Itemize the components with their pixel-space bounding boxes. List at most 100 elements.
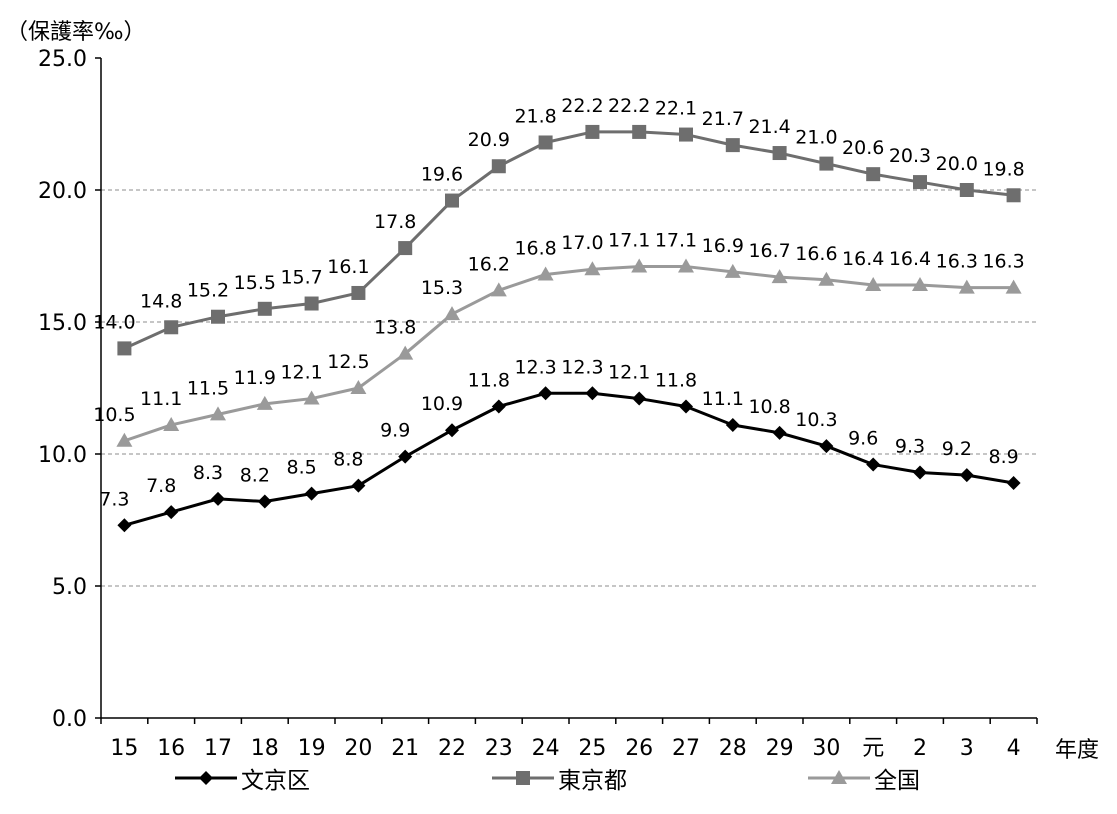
- data-point: [351, 478, 366, 493]
- data-label: 7.8: [146, 475, 176, 497]
- data-label: 8.5: [286, 457, 316, 479]
- x-tick-label: 30: [812, 736, 840, 761]
- data-label: 20.9: [468, 129, 510, 151]
- x-tick-label: 20: [344, 736, 372, 761]
- data-point: [304, 486, 319, 501]
- data-point: [117, 341, 132, 356]
- data-point: [304, 296, 319, 311]
- data-point: [117, 518, 132, 533]
- data-label: 19.6: [421, 164, 463, 186]
- data-label: 8.9: [988, 446, 1018, 468]
- x-tick-label: 23: [485, 736, 513, 761]
- data-point: [445, 423, 459, 438]
- legend-swatch-bunkyo: [175, 771, 237, 785]
- data-point: [1006, 476, 1021, 491]
- data-label: 15.2: [187, 280, 229, 302]
- legend-swatch-tokyo: [492, 771, 554, 785]
- data-point: [257, 494, 272, 509]
- data-point: [584, 261, 601, 276]
- data-label: 20.0: [936, 153, 978, 175]
- data-label: 12.1: [608, 362, 650, 384]
- legend-label-national: 全国: [874, 768, 920, 794]
- data-label: 11.5: [187, 377, 229, 399]
- y-tick-label: 20.0: [38, 179, 87, 204]
- data-point: [210, 406, 226, 421]
- data-label: 16.7: [748, 240, 790, 262]
- data-label: 11.8: [655, 369, 697, 391]
- data-label: 17.1: [608, 230, 650, 252]
- data-point: [351, 285, 366, 300]
- x-tick-label: 3: [960, 736, 974, 761]
- data-label: 11.1: [140, 388, 182, 410]
- data-label: 16.9: [702, 235, 744, 257]
- data-point: [164, 320, 179, 335]
- data-point: [819, 439, 834, 454]
- data-label: 8.8: [333, 449, 363, 471]
- data-point: [865, 277, 882, 292]
- legend-label-bunkyo: 文京区: [241, 768, 310, 794]
- data-point: [491, 159, 506, 174]
- data-point: [538, 386, 553, 401]
- y-axis-unit-label: （保護率‰）: [6, 20, 146, 45]
- x-tick-label: 17: [204, 736, 232, 761]
- data-label: 11.1: [702, 388, 744, 410]
- x-tick-label: 27: [672, 736, 700, 761]
- legend-label-tokyo: 東京都: [558, 768, 627, 794]
- data-point: [724, 263, 741, 278]
- data-label: 7.3: [99, 488, 129, 510]
- data-label: 22.2: [561, 95, 603, 117]
- data-point: [398, 241, 413, 256]
- x-tick-label: 22: [438, 736, 466, 761]
- data-point: [772, 146, 787, 161]
- data-point: [303, 390, 320, 405]
- data-label: 10.3: [795, 409, 837, 431]
- data-point: [537, 266, 554, 281]
- data-label: 12.3: [561, 356, 603, 378]
- data-point: [818, 271, 835, 286]
- data-label: 22.1: [655, 98, 697, 120]
- series-line-3: [123, 265, 1014, 443]
- data-label: 9.9: [380, 420, 410, 442]
- legend-item-national: 全国: [808, 761, 920, 795]
- data-point: [164, 505, 179, 520]
- data-point: [585, 386, 600, 401]
- data-label: 22.2: [608, 95, 650, 117]
- data-point: [257, 301, 272, 316]
- data-label: 16.4: [842, 248, 884, 270]
- data-point: [819, 156, 834, 171]
- series-line-2: [123, 130, 1014, 350]
- data-label: 10.9: [421, 393, 463, 415]
- y-tick-label: 10.0: [38, 443, 87, 468]
- data-point: [772, 425, 787, 440]
- data-point: [444, 306, 460, 321]
- data-label: 15.3: [421, 277, 463, 299]
- data-label: 9.6: [848, 428, 878, 450]
- data-point: [256, 395, 273, 410]
- data-label: 16.4: [889, 248, 931, 270]
- data-label: 16.3: [982, 251, 1024, 273]
- data-label: 17.1: [655, 230, 697, 252]
- x-tick-label: 21: [391, 736, 419, 761]
- x-tick-label: 16: [157, 736, 185, 761]
- data-point: [866, 167, 881, 182]
- data-label: 16.1: [327, 256, 369, 278]
- data-label: 20.6: [842, 137, 884, 159]
- data-point: [912, 277, 928, 292]
- data-point: [866, 457, 881, 472]
- data-label: 21.0: [795, 127, 837, 149]
- x-tick-label: 29: [766, 736, 794, 761]
- data-label: 8.3: [193, 462, 223, 484]
- x-axis-title: 年度: [1055, 738, 1100, 763]
- data-label: 10.5: [93, 404, 135, 426]
- data-label: 16.6: [795, 243, 837, 265]
- data-label: 14.0: [93, 311, 135, 333]
- data-point: [491, 399, 506, 414]
- x-tick-label: 4: [1007, 736, 1021, 761]
- data-point: [585, 124, 600, 139]
- data-label: 16.3: [936, 251, 978, 273]
- legend-swatch-national: [808, 770, 870, 784]
- x-tick-label: 24: [532, 736, 560, 761]
- data-label: 15.5: [234, 272, 276, 294]
- x-tick-label: 元: [862, 736, 884, 761]
- x-tick-label: 15: [110, 736, 138, 761]
